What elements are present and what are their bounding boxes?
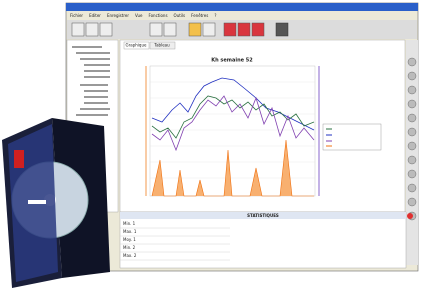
side-tool[interactable] xyxy=(408,142,416,150)
side-tool[interactable] xyxy=(408,184,416,192)
close-button[interactable] xyxy=(407,213,413,219)
tool-button[interactable] xyxy=(276,23,288,36)
menu-item[interactable]: Vue xyxy=(135,13,143,18)
stats-row-label: Max. 2 xyxy=(123,253,137,258)
product-image: Fichier Editer Enregistrer Vue Fonctions Outi… xyxy=(0,0,427,288)
side-tool[interactable] xyxy=(408,198,416,206)
title-bar xyxy=(66,3,418,11)
menu-item[interactable]: Fenêtres xyxy=(191,13,208,18)
stats-panel xyxy=(120,212,406,268)
page: Fichier Editer Enregistrer Vue Fonctions Outi… xyxy=(0,0,427,288)
tool-button[interactable] xyxy=(224,23,236,36)
menu-item[interactable]: Enregistrer xyxy=(107,13,129,18)
tool-button[interactable] xyxy=(203,23,215,36)
tool-button[interactable] xyxy=(100,23,112,36)
plot-area xyxy=(150,66,315,196)
menu-item[interactable]: Fonctions xyxy=(148,13,167,18)
tool-button[interactable] xyxy=(72,23,84,36)
side-tool[interactable] xyxy=(408,86,416,94)
side-tool[interactable] xyxy=(408,156,416,164)
side-tool[interactable] xyxy=(408,170,416,178)
side-tool[interactable] xyxy=(408,58,416,66)
menu-item[interactable]: Outils xyxy=(174,13,186,18)
chart-title: Kh semaine 52 xyxy=(211,58,253,64)
stats-title: STATISTIQUES xyxy=(247,213,279,218)
tool-button[interactable] xyxy=(238,23,250,36)
stats-row-label: Min. 2 xyxy=(123,245,136,250)
tool-button[interactable] xyxy=(189,23,201,36)
menu-item[interactable]: Editer xyxy=(89,13,101,18)
stats-row-label: Max. 1 xyxy=(123,229,137,234)
tool-button[interactable] xyxy=(150,23,162,36)
tab-label: Graphique xyxy=(126,43,147,48)
stats-row-label: Moy. 1 xyxy=(123,237,136,242)
side-tool[interactable] xyxy=(408,114,416,122)
side-tool[interactable] xyxy=(408,72,416,80)
stats-row-label: Min. 1 xyxy=(123,221,136,226)
menu-item[interactable]: Fichier xyxy=(70,13,83,18)
tool-button[interactable] xyxy=(86,23,98,36)
tool-button[interactable] xyxy=(252,23,264,36)
software-box xyxy=(2,118,110,288)
tab-label: Tableau xyxy=(153,43,170,48)
side-tool[interactable] xyxy=(408,100,416,108)
tool-button[interactable] xyxy=(164,23,176,36)
side-tool[interactable] xyxy=(408,128,416,136)
menu-item[interactable]: ? xyxy=(214,13,216,18)
